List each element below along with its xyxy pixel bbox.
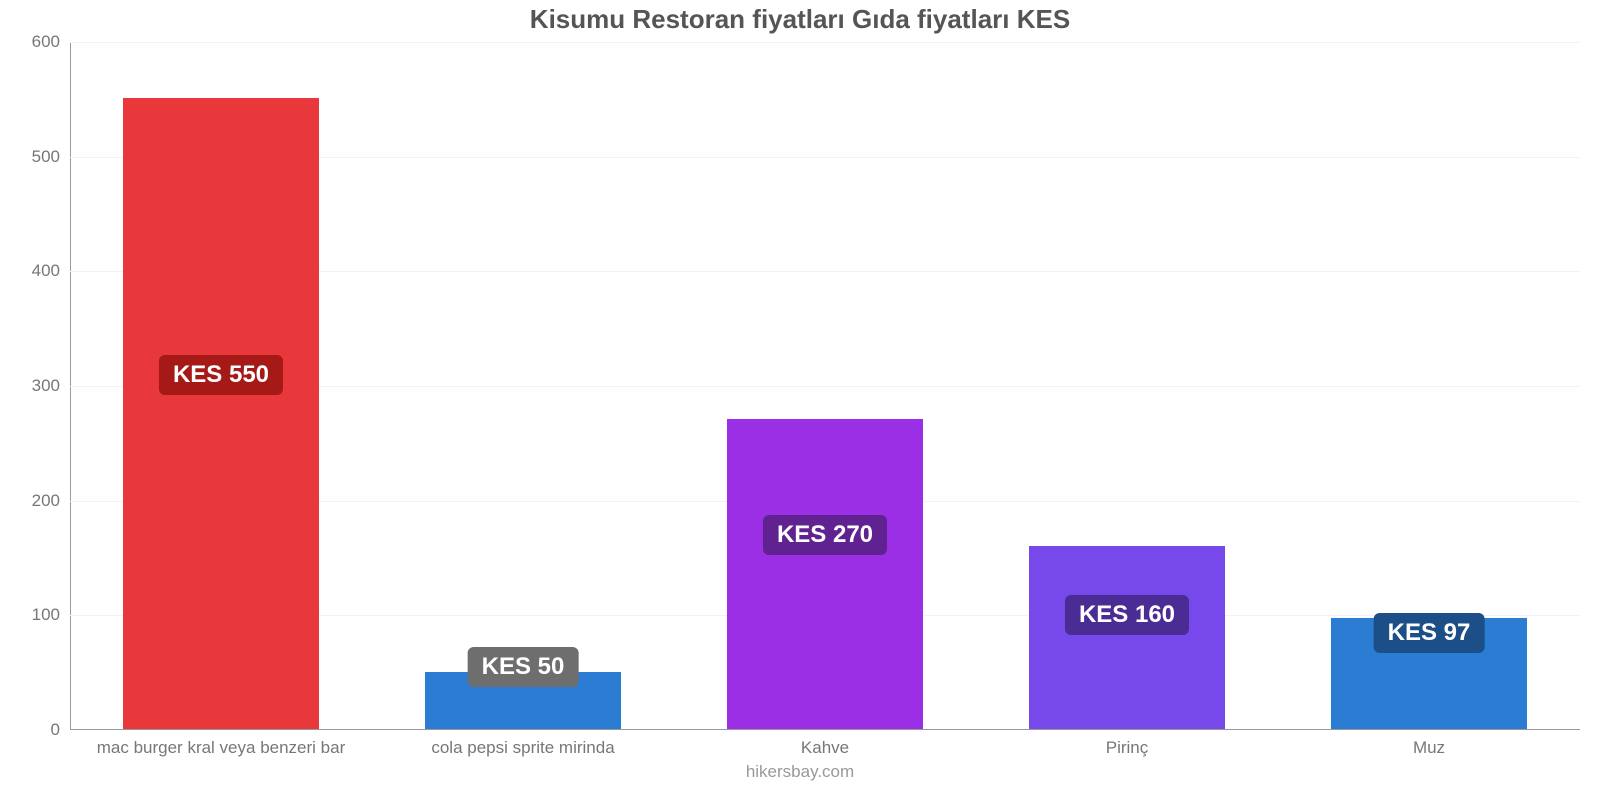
bar-value-label: KES 160 <box>1065 595 1189 635</box>
bar <box>727 419 923 729</box>
y-tick-label: 600 <box>32 32 60 52</box>
gridline <box>70 42 1580 43</box>
chart-title: Kisumu Restoran fiyatları Gıda fiyatları… <box>0 4 1600 35</box>
x-tick-label: mac burger kral veya benzeri bar <box>97 738 346 758</box>
bar-value-label: KES 97 <box>1374 613 1485 653</box>
bar-value-label: KES 550 <box>159 355 283 395</box>
y-tick-label: 200 <box>32 491 60 511</box>
chart-container: Kisumu Restoran fiyatları Gıda fiyatları… <box>0 0 1600 800</box>
y-tick-label: 400 <box>32 261 60 281</box>
chart-footer: hikersbay.com <box>0 762 1600 782</box>
y-tick-label: 300 <box>32 376 60 396</box>
x-tick-label: Muz <box>1413 738 1445 758</box>
x-tick-label: Pirinç <box>1106 738 1149 758</box>
bar <box>123 98 319 729</box>
x-tick-label: cola pepsi sprite mirinda <box>431 738 614 758</box>
y-tick-label: 0 <box>51 720 60 740</box>
bar <box>1029 546 1225 729</box>
bar-value-label: KES 50 <box>468 647 579 687</box>
plot-area: 0100200300400500600mac burger kral veya … <box>70 42 1580 730</box>
x-tick-label: Kahve <box>801 738 849 758</box>
x-axis-line <box>70 729 1580 730</box>
bar-value-label: KES 270 <box>763 515 887 555</box>
y-tick-label: 100 <box>32 605 60 625</box>
y-tick-label: 500 <box>32 147 60 167</box>
